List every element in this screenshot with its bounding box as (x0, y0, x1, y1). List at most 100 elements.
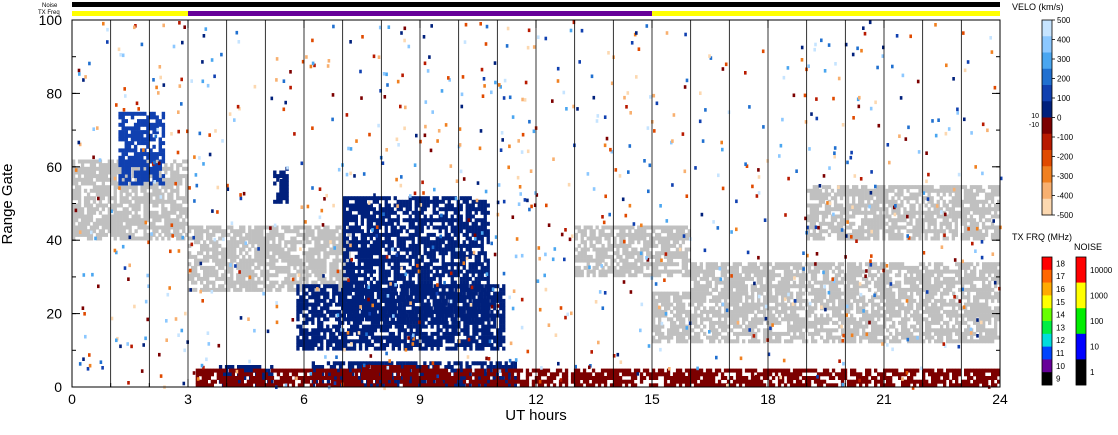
speckle (447, 76, 450, 80)
velocity-colorbar-swatch (1042, 133, 1052, 151)
speckle (122, 108, 126, 112)
x-tick-label: 9 (416, 391, 424, 407)
speckle (976, 318, 979, 322)
speckle (696, 366, 699, 371)
speckle (991, 252, 995, 256)
speckle (476, 181, 480, 185)
speckle (449, 299, 453, 304)
speckle (578, 60, 581, 64)
speckle (533, 203, 537, 207)
speckle (857, 104, 861, 109)
x-tick-label: 21 (876, 391, 892, 407)
x-tick-label: 0 (68, 391, 76, 407)
speckle (868, 204, 871, 209)
speckle (552, 157, 555, 161)
speckle (200, 363, 204, 368)
speckle (153, 160, 156, 165)
speckle (485, 356, 488, 361)
speckle (852, 116, 855, 120)
speckle (600, 264, 603, 268)
noise-colorbar-swatch (1076, 308, 1086, 335)
speckle (744, 162, 747, 166)
speckle (431, 110, 434, 114)
txfreq-tick-label: 17 (1056, 272, 1065, 281)
speckle (834, 62, 837, 66)
speckle (511, 215, 515, 219)
speckle (925, 290, 929, 294)
speckle (455, 179, 459, 183)
speckle (118, 186, 121, 190)
speckle (320, 208, 324, 213)
speckle (820, 38, 823, 43)
speckle (672, 113, 676, 117)
speckle (715, 355, 718, 360)
speckle (778, 154, 781, 158)
speckle (506, 26, 510, 31)
speckle (763, 218, 767, 222)
speckle (989, 36, 992, 40)
noise-tick-label: 1 (1090, 368, 1095, 377)
speckle (823, 284, 826, 289)
speckle (480, 67, 484, 72)
speckle (399, 183, 403, 188)
speckle (726, 384, 729, 388)
speckle (764, 304, 768, 309)
speckle (115, 103, 118, 107)
speckle (544, 36, 548, 41)
speckle (226, 183, 229, 188)
speckle (850, 333, 854, 338)
speckle (944, 131, 948, 136)
txfreq-colorbar: TX FRQ (MHz) 18 17 16 15 14 13 12 11 10 9 (1012, 232, 1072, 386)
speckle (498, 369, 502, 373)
speckle (637, 47, 641, 51)
speckle (873, 293, 876, 298)
speckle (998, 286, 1001, 291)
speckle (86, 367, 90, 371)
speckle (730, 230, 733, 234)
speckle (891, 64, 894, 69)
speckle (846, 160, 849, 165)
speckle (678, 247, 682, 252)
speckle (291, 277, 295, 282)
velocity-small-tick-label: -10 (1029, 122, 1039, 129)
speckle (169, 249, 172, 254)
y-tick-label: 40 (46, 232, 62, 248)
speckle (898, 134, 901, 138)
speckle (907, 236, 911, 240)
speckle (206, 331, 210, 335)
speckle (755, 194, 759, 198)
speckle (220, 52, 223, 57)
velocity-tick-label: -200 (1057, 153, 1074, 162)
speckle (382, 72, 386, 76)
speckle (233, 118, 236, 122)
speckle (937, 118, 940, 122)
speckle (491, 287, 495, 292)
speckle (891, 347, 894, 352)
speckle (123, 266, 127, 270)
speckle (311, 126, 314, 130)
speckle (372, 54, 376, 59)
speckle (415, 133, 418, 138)
speckle (963, 68, 967, 73)
speckle (877, 123, 881, 128)
speckle (969, 331, 973, 335)
speckle (166, 292, 170, 297)
speckle (904, 137, 908, 141)
speckle (440, 89, 444, 93)
speckle (436, 283, 439, 287)
speckle (718, 266, 722, 271)
speckle (645, 256, 648, 260)
speckle (327, 59, 331, 63)
speckle (381, 161, 385, 165)
speckle (665, 31, 669, 35)
speckle (630, 41, 634, 45)
speckle (795, 169, 798, 173)
speckle (82, 273, 86, 277)
speckle (284, 383, 288, 388)
speckle (569, 28, 573, 33)
speckle (304, 220, 307, 224)
x-tick-label: 12 (528, 391, 544, 407)
speckle (970, 131, 973, 135)
speckle (126, 342, 129, 346)
speckle (926, 197, 930, 201)
